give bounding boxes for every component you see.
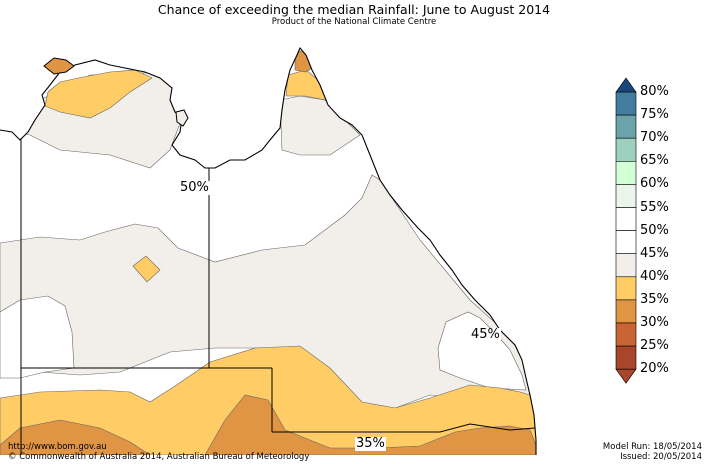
legend-swatch bbox=[615, 161, 637, 185]
legend-swatch bbox=[615, 184, 637, 208]
legend-arrow-down bbox=[615, 368, 637, 384]
zone-35-40-south bbox=[0, 345, 536, 455]
legend-label: 25% bbox=[640, 338, 669, 354]
coastline bbox=[0, 46, 537, 455]
contour-label-35: 35% bbox=[355, 436, 386, 451]
legend-label: 60% bbox=[640, 176, 669, 192]
legend-label: 70% bbox=[640, 130, 669, 146]
island-groote bbox=[175, 109, 189, 127]
legend-swatch bbox=[615, 253, 637, 278]
legend-label: 50% bbox=[640, 222, 669, 238]
zone-30-35-south bbox=[0, 419, 152, 455]
map-title: Chance of exceeding the median Rainfall:… bbox=[157, 2, 551, 17]
legend-colorbar bbox=[615, 77, 637, 384]
legend-label: 75% bbox=[640, 107, 669, 123]
zone-35-40-diamond bbox=[132, 255, 161, 283]
legend-swatch bbox=[615, 322, 637, 347]
footer-model-run: Model Run: 18/05/2014 bbox=[602, 442, 702, 452]
contour-label-45: 45% bbox=[470, 327, 501, 342]
legend-swatch bbox=[615, 230, 637, 255]
legend-swatch bbox=[615, 114, 637, 139]
legend-swatch bbox=[615, 137, 637, 162]
legend-label: 55% bbox=[640, 199, 669, 215]
legend-arrow-up bbox=[615, 77, 637, 93]
rainfall-zones bbox=[0, 48, 536, 455]
footer-issued: Issued: 20/05/2014 bbox=[620, 452, 702, 462]
legend-swatch bbox=[615, 276, 637, 301]
legend-label: 40% bbox=[640, 268, 669, 284]
legend-label: 80% bbox=[640, 84, 669, 99]
border-qld-nsw bbox=[272, 423, 536, 433]
island-melville bbox=[43, 57, 75, 75]
footer-url[interactable]: http://www.bom.gov.au bbox=[8, 442, 107, 452]
zone-30-35-southcentral bbox=[204, 394, 536, 455]
zone-45-50-east bbox=[437, 311, 527, 391]
legend-swatch bbox=[615, 207, 637, 231]
contour-label-50: 50% bbox=[179, 180, 210, 195]
zone-35-40-tophalf bbox=[44, 69, 153, 119]
footer-copyright: © Commonwealth of Australia 2014, Austra… bbox=[8, 452, 310, 462]
zone-45-50-pocket bbox=[0, 295, 75, 379]
legend-label: 20% bbox=[640, 361, 669, 377]
legend-label: 35% bbox=[640, 291, 669, 307]
zone-40-45-cape bbox=[279, 95, 361, 156]
legend-label: 65% bbox=[640, 153, 669, 169]
legend-label: 30% bbox=[640, 315, 669, 330]
state-borders bbox=[20, 138, 536, 455]
legend-swatch bbox=[615, 299, 637, 324]
map-subtitle: Product of the National Climate Centre bbox=[271, 17, 437, 27]
legend-label: 45% bbox=[640, 245, 669, 261]
rainfall-map bbox=[0, 46, 537, 455]
legend-swatch bbox=[615, 91, 637, 116]
legend-swatch bbox=[615, 345, 637, 370]
